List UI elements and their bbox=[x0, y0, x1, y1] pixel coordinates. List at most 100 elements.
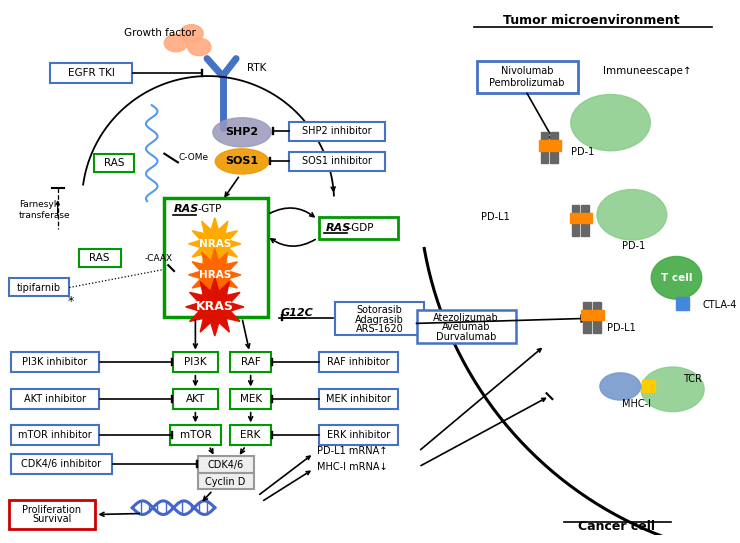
Ellipse shape bbox=[180, 24, 204, 42]
Bar bbox=[582, 205, 589, 236]
Text: MHC-I mRNA↓: MHC-I mRNA↓ bbox=[317, 462, 387, 472]
Text: KRAS: KRAS bbox=[196, 300, 234, 313]
Ellipse shape bbox=[651, 256, 702, 299]
Bar bbox=[572, 205, 579, 236]
Bar bbox=[582, 310, 592, 320]
Bar bbox=[335, 302, 424, 335]
Bar bbox=[11, 352, 99, 372]
Polygon shape bbox=[189, 218, 241, 270]
Text: *: * bbox=[68, 295, 74, 307]
Text: CDK4/6 inhibitor: CDK4/6 inhibitor bbox=[21, 459, 101, 469]
Text: MEK: MEK bbox=[240, 394, 262, 404]
Text: PI3K: PI3K bbox=[184, 357, 206, 367]
Text: Avelumab: Avelumab bbox=[442, 323, 491, 332]
Bar bbox=[9, 278, 70, 296]
Bar bbox=[289, 151, 385, 171]
Bar bbox=[642, 380, 655, 392]
Bar bbox=[230, 389, 271, 409]
Text: Farnesyl-
transferase: Farnesyl- transferase bbox=[18, 200, 70, 219]
Text: -GTP: -GTP bbox=[198, 204, 222, 214]
Ellipse shape bbox=[597, 190, 667, 240]
Text: RAS: RAS bbox=[104, 159, 124, 168]
Text: Cyclin D: Cyclin D bbox=[205, 477, 246, 487]
Text: PI3K inhibitor: PI3K inhibitor bbox=[22, 357, 87, 367]
Bar bbox=[230, 352, 271, 372]
Text: C-OMe: C-OMe bbox=[179, 153, 209, 162]
Text: EGFR TKI: EGFR TKI bbox=[68, 68, 115, 78]
Text: -CAAX: -CAAX bbox=[145, 254, 173, 263]
Bar bbox=[570, 213, 580, 224]
Text: PD-1: PD-1 bbox=[571, 147, 594, 157]
Bar bbox=[11, 454, 112, 473]
Text: PD-1: PD-1 bbox=[622, 241, 645, 251]
Ellipse shape bbox=[188, 38, 211, 56]
Bar bbox=[676, 297, 689, 310]
Bar bbox=[582, 213, 592, 224]
Bar bbox=[319, 352, 398, 372]
Text: Nivolumab: Nivolumab bbox=[501, 66, 554, 76]
Text: mTOR inhibitor: mTOR inhibitor bbox=[18, 430, 92, 440]
Text: T cell: T cell bbox=[661, 273, 692, 283]
Polygon shape bbox=[189, 249, 241, 301]
Bar bbox=[539, 140, 549, 151]
Bar bbox=[551, 140, 561, 151]
Text: SHP2 inhibitor: SHP2 inhibitor bbox=[302, 127, 371, 136]
Bar bbox=[11, 389, 99, 409]
Bar bbox=[173, 389, 218, 409]
Bar bbox=[319, 217, 398, 239]
Bar bbox=[583, 302, 591, 333]
Text: NRAS: NRAS bbox=[198, 239, 231, 249]
Text: CDK4/6: CDK4/6 bbox=[207, 460, 243, 470]
Text: Pembrolizumab: Pembrolizumab bbox=[489, 78, 565, 88]
Ellipse shape bbox=[600, 373, 641, 400]
Text: RAS: RAS bbox=[326, 223, 351, 233]
Bar bbox=[289, 122, 385, 141]
Bar bbox=[477, 61, 577, 92]
Text: ARS-1620: ARS-1620 bbox=[356, 324, 403, 334]
Bar bbox=[198, 473, 254, 489]
Text: PD-L1: PD-L1 bbox=[481, 212, 510, 222]
Bar bbox=[11, 425, 99, 445]
Bar bbox=[164, 198, 268, 317]
Text: RAF inhibitor: RAF inhibitor bbox=[327, 357, 390, 367]
Text: SHP2: SHP2 bbox=[226, 127, 258, 137]
Text: -GDP: -GDP bbox=[348, 223, 374, 233]
Bar bbox=[593, 310, 604, 320]
Text: mTOR: mTOR bbox=[180, 430, 211, 440]
Bar bbox=[173, 352, 218, 372]
Text: PD-L1 mRNA↑: PD-L1 mRNA↑ bbox=[317, 446, 387, 457]
Bar bbox=[170, 425, 221, 445]
Text: RTK: RTK bbox=[247, 64, 266, 73]
Bar bbox=[551, 132, 558, 163]
Text: tipifarnib: tipifarnib bbox=[17, 282, 61, 293]
Text: G12C: G12C bbox=[280, 308, 314, 318]
Text: TCR: TCR bbox=[683, 374, 702, 384]
Bar bbox=[319, 425, 398, 445]
Text: Adagrasib: Adagrasib bbox=[355, 314, 404, 325]
Ellipse shape bbox=[164, 34, 188, 52]
Polygon shape bbox=[186, 278, 244, 336]
Bar bbox=[593, 302, 601, 333]
Bar bbox=[319, 389, 398, 409]
Text: RAS: RAS bbox=[89, 254, 110, 263]
Text: RAF: RAF bbox=[240, 357, 260, 367]
Text: AKT inhibitor: AKT inhibitor bbox=[24, 394, 86, 404]
Bar bbox=[541, 132, 548, 163]
Text: MEK inhibitor: MEK inhibitor bbox=[326, 394, 391, 404]
Bar bbox=[198, 456, 254, 473]
Text: AKT: AKT bbox=[186, 394, 205, 404]
Text: RAS: RAS bbox=[174, 204, 199, 214]
Text: ERK inhibitor: ERK inhibitor bbox=[327, 430, 390, 440]
Bar bbox=[93, 154, 134, 172]
Bar bbox=[230, 425, 271, 445]
Text: ERK: ERK bbox=[240, 430, 261, 440]
Text: CTLA-4: CTLA-4 bbox=[703, 300, 737, 310]
Ellipse shape bbox=[213, 118, 271, 147]
Text: Immuneescape↑: Immuneescape↑ bbox=[603, 66, 692, 76]
Ellipse shape bbox=[641, 367, 704, 412]
Bar bbox=[9, 500, 95, 529]
Text: HRAS: HRAS bbox=[198, 270, 231, 280]
Text: SOS1: SOS1 bbox=[226, 156, 258, 166]
Bar bbox=[417, 310, 517, 343]
Text: PD-L1: PD-L1 bbox=[607, 323, 636, 333]
